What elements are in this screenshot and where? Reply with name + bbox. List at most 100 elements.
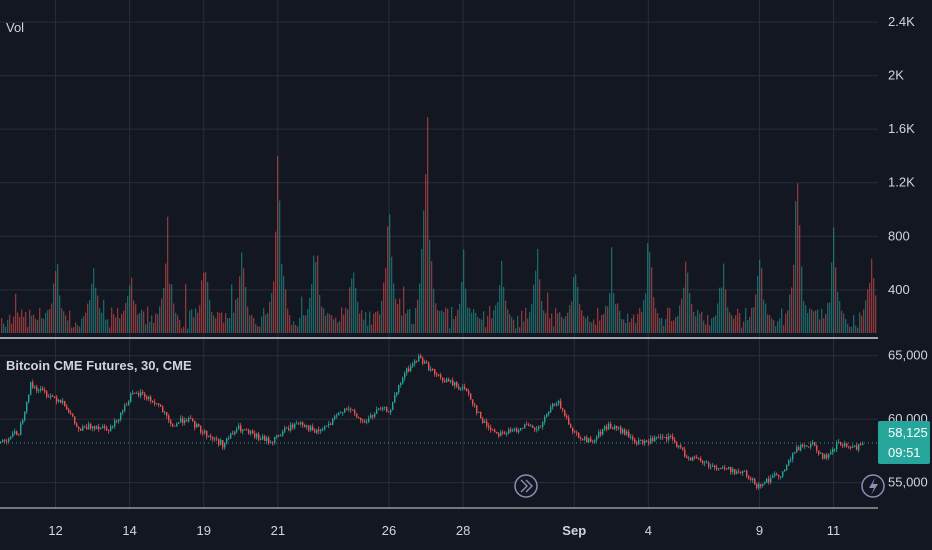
candle-body <box>60 399 62 403</box>
volume-bar <box>539 279 541 333</box>
candle-body <box>334 416 336 419</box>
candle-body <box>488 425 490 428</box>
volume-bar <box>465 288 467 333</box>
candle-body <box>788 460 790 465</box>
volume-bar <box>489 305 491 333</box>
volume-bar <box>105 319 107 333</box>
volume-bar <box>221 312 223 333</box>
candle-body <box>572 427 574 432</box>
volume-bar <box>321 306 323 333</box>
candle-body <box>824 454 826 459</box>
candle-body <box>836 442 838 450</box>
candle-body <box>424 361 426 364</box>
candle-body <box>282 431 284 436</box>
candle-body <box>340 412 342 414</box>
candle-body <box>714 465 716 468</box>
candle-body <box>664 437 666 438</box>
candle-body <box>296 423 298 425</box>
volume-y-tick-label: 1.2K <box>888 175 915 190</box>
candle-body <box>530 425 532 427</box>
candle-body <box>548 412 550 415</box>
volume-bar <box>691 303 693 333</box>
candle-body <box>534 427 536 430</box>
candle-body <box>738 471 740 473</box>
candle-body <box>142 392 144 394</box>
volume-bar <box>867 289 869 333</box>
volume-bar <box>233 312 235 333</box>
x-tick-label: 26 <box>382 523 396 538</box>
candle-body <box>254 433 256 438</box>
volume-bar <box>55 271 57 333</box>
candle-body <box>840 441 842 445</box>
volume-bar <box>693 311 695 333</box>
candle-body <box>22 420 24 424</box>
dividends-marker-icon[interactable] <box>514 474 538 498</box>
volume-bar <box>591 322 593 333</box>
volume-bar <box>677 315 679 333</box>
candle-body <box>50 395 52 398</box>
volume-bar <box>255 323 257 333</box>
volume-bar <box>593 319 595 333</box>
candle-body <box>538 426 540 429</box>
candle-body <box>644 440 646 444</box>
volume-bar <box>507 309 509 333</box>
volume-bar <box>409 309 411 333</box>
volume-bar <box>83 316 85 333</box>
candle-body <box>854 445 856 448</box>
candle-body <box>372 415 374 417</box>
candle-body <box>258 433 260 440</box>
candle-body <box>18 434 20 436</box>
volume-bar <box>193 317 195 333</box>
candle-body <box>364 420 366 423</box>
candle-body <box>204 430 206 433</box>
candle-body <box>116 420 118 422</box>
candle-body <box>658 437 660 439</box>
volume-bar <box>745 308 747 333</box>
volume-bar <box>3 323 5 333</box>
candle-body <box>730 467 732 473</box>
lightning-marker-icon[interactable] <box>861 474 885 498</box>
candle-body <box>378 408 380 410</box>
candle-body <box>492 429 494 431</box>
candle-body <box>40 388 42 391</box>
candle-body <box>354 410 356 414</box>
volume-bar <box>199 305 201 333</box>
volume-bar <box>653 297 655 333</box>
volume-bar <box>147 306 149 333</box>
volume-bar <box>135 304 137 333</box>
volume-bar <box>609 293 611 333</box>
candle-body <box>344 408 346 413</box>
volume-bar <box>31 315 33 333</box>
candle-body <box>398 385 400 393</box>
candle-body <box>196 424 198 428</box>
x-tick-label: 19 <box>197 523 211 538</box>
volume-bar <box>75 322 77 333</box>
candle-body <box>74 416 76 424</box>
candle-body <box>268 437 270 444</box>
candle-body <box>42 388 44 390</box>
volume-bar <box>49 308 51 333</box>
volume-bar <box>335 317 337 333</box>
candle-body <box>478 411 480 413</box>
volume-bar <box>747 319 749 333</box>
candle-body <box>110 426 112 431</box>
axis-layer: 12 14 19 21 26 28 Sep 4 9 11 400 800 1.2K 1.6K 2K 2.4K 5… <box>48 14 927 538</box>
volume-bar <box>239 276 241 333</box>
volume-bar <box>297 326 299 333</box>
volume-bar <box>29 309 31 333</box>
candle-body <box>716 467 718 470</box>
candle-body <box>800 444 802 451</box>
volume-bar <box>501 260 503 333</box>
candle-body <box>764 482 766 485</box>
volume-bar <box>9 314 11 333</box>
volume-bar <box>387 226 389 333</box>
volume-bar <box>433 288 435 333</box>
candle-body <box>154 401 156 404</box>
volume-bar <box>209 299 211 333</box>
candle-body <box>768 478 770 483</box>
candle-body <box>246 429 248 431</box>
volume-bar <box>367 325 369 333</box>
volume-bar <box>549 318 551 333</box>
candle-body <box>376 409 378 414</box>
